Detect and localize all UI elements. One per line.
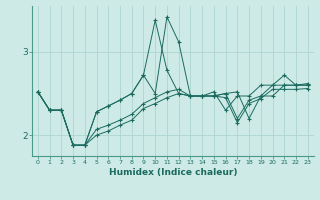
X-axis label: Humidex (Indice chaleur): Humidex (Indice chaleur): [108, 168, 237, 177]
